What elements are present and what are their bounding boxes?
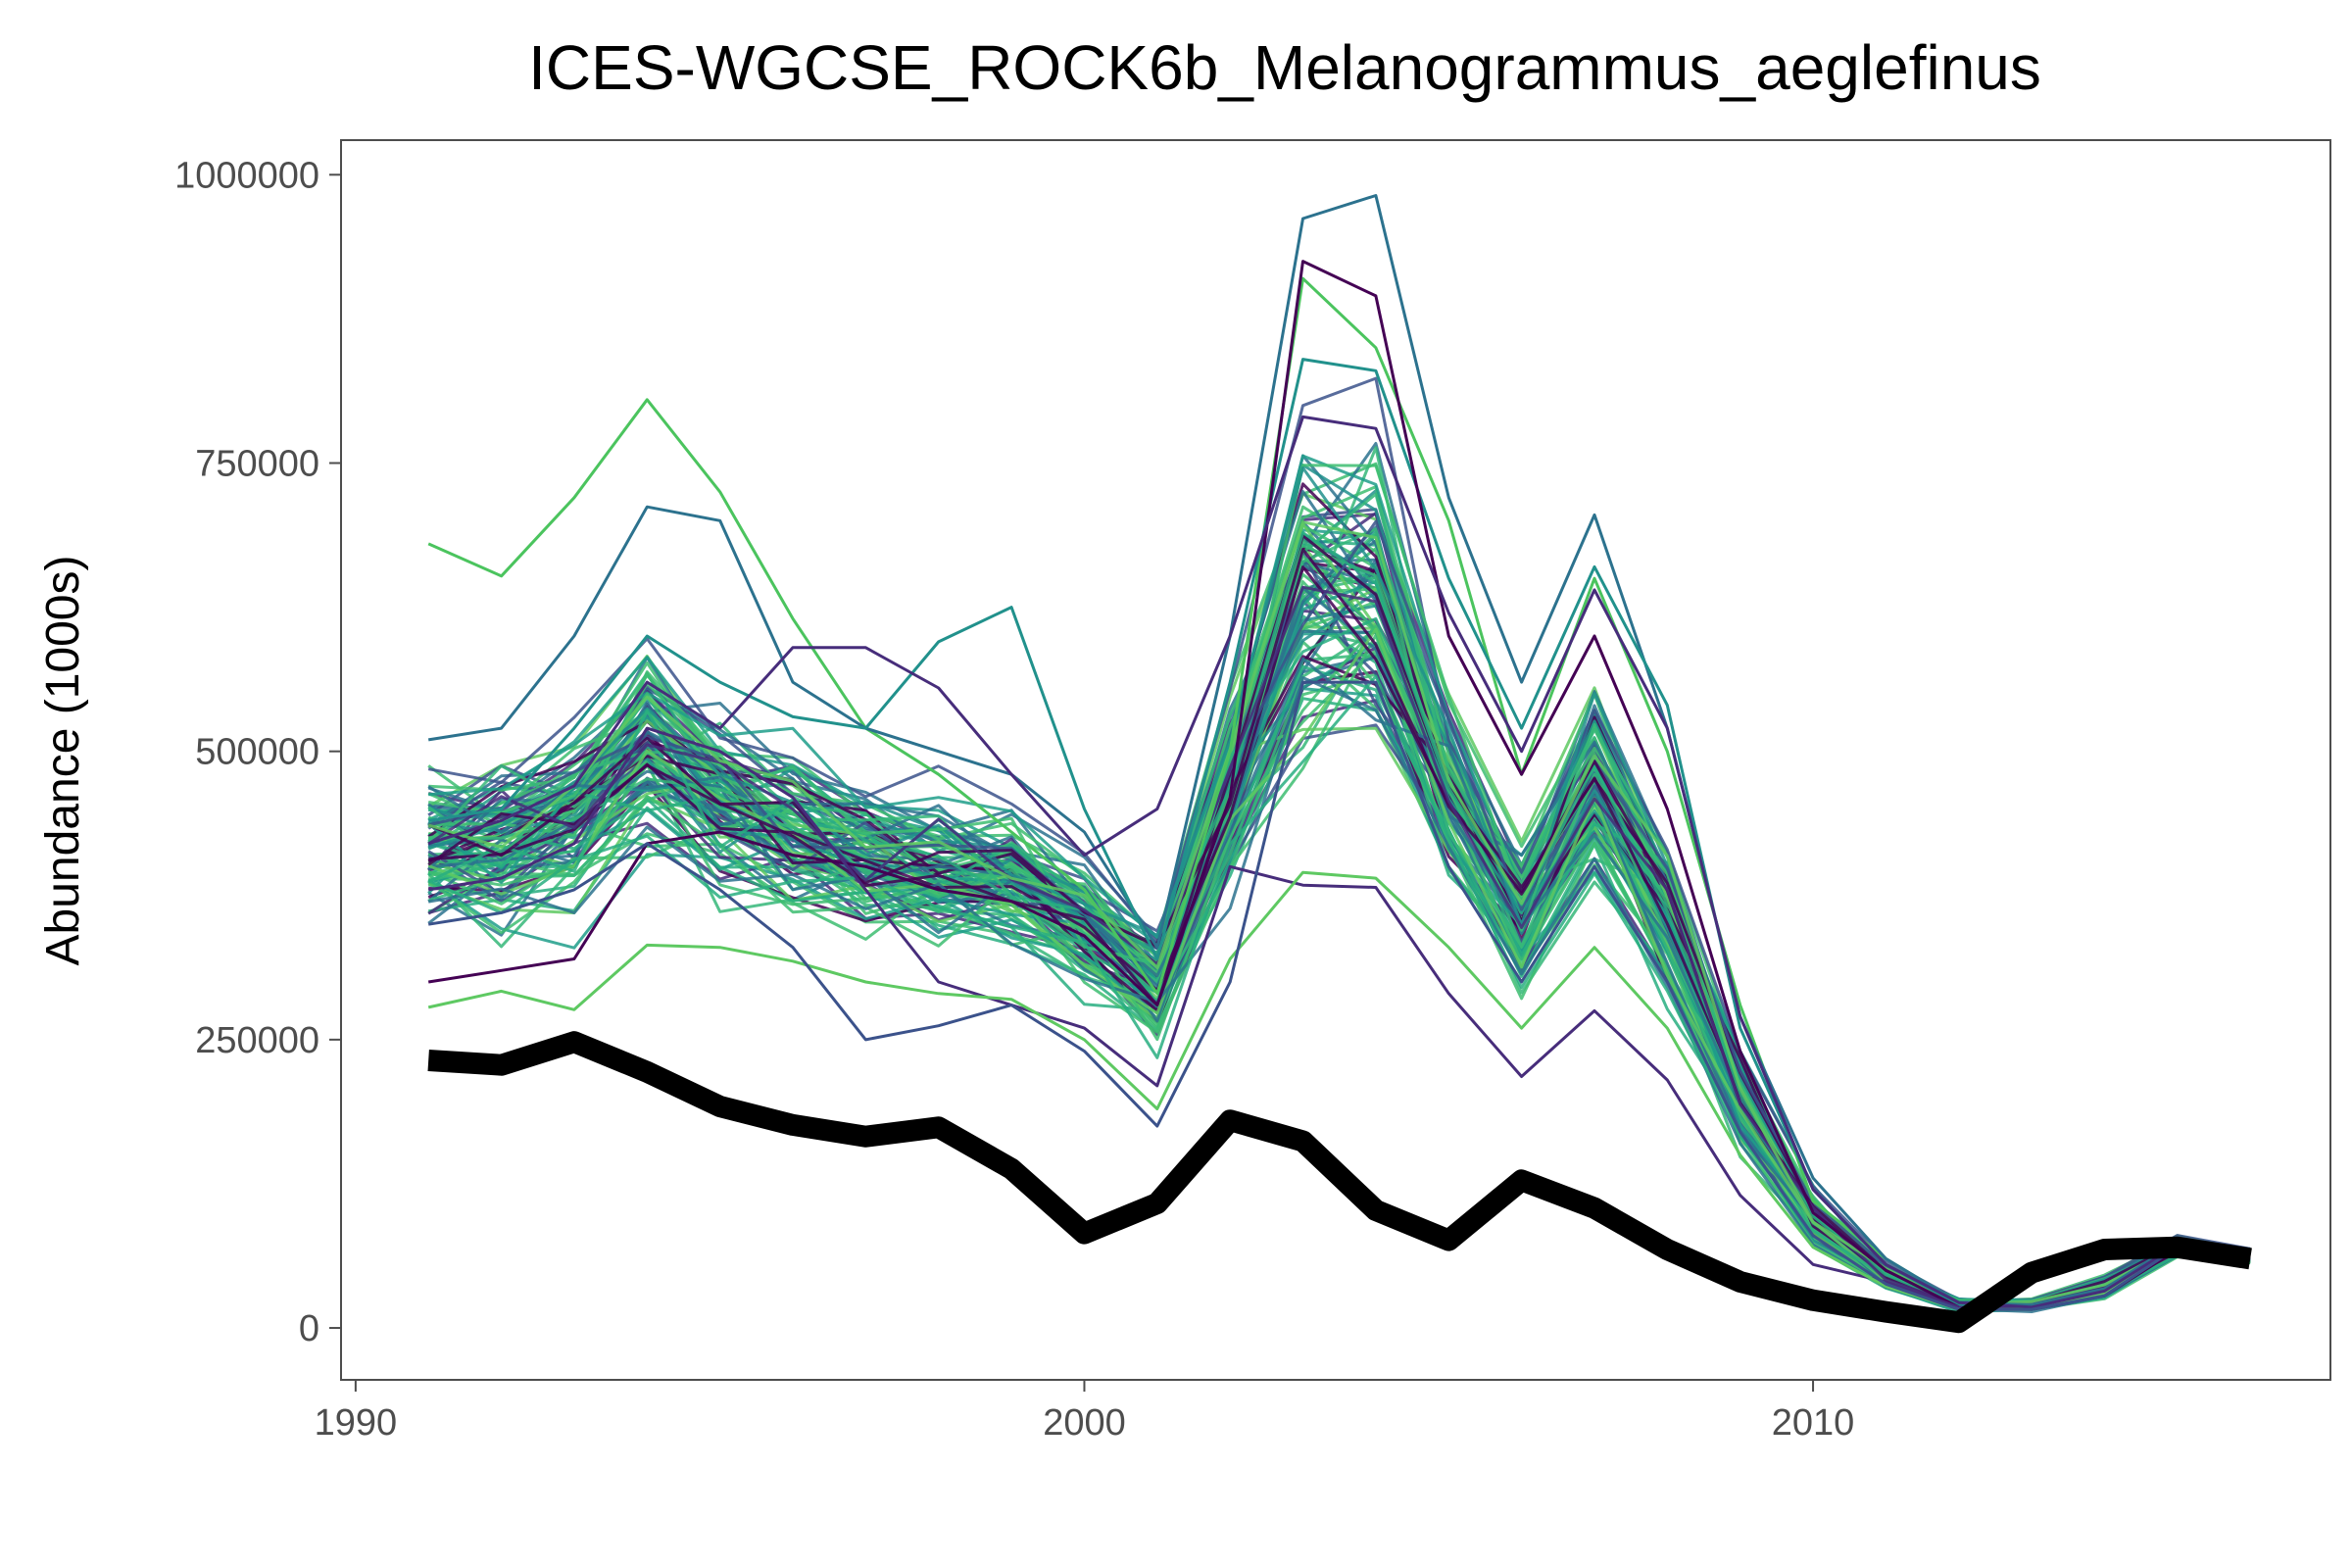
y-tick-label: 500000 xyxy=(195,732,319,773)
ensemble-series-line xyxy=(427,604,2251,1306)
highlighted-series-line xyxy=(427,726,2251,1310)
reference-series-group xyxy=(427,1031,2252,1334)
x-tick-label: 1990 xyxy=(315,1402,398,1444)
highlighted-series-line xyxy=(427,358,2251,1309)
x-tick-label: 2000 xyxy=(1043,1402,1126,1444)
y-axis-title: Abundance (1000s) xyxy=(37,556,89,966)
ensemble-series-line xyxy=(428,544,2251,1307)
plot-panel-border xyxy=(340,139,2331,1381)
ensemble-series-line xyxy=(427,687,2251,1314)
y-tick-label: 250000 xyxy=(195,1020,319,1061)
highlighted-series-group xyxy=(427,194,2251,1311)
ensemble-series-line xyxy=(427,546,2251,1306)
ensemble-series-line xyxy=(428,539,2251,1308)
y-tick-label: 750000 xyxy=(195,443,319,484)
y-axis: 0 250000 500000 750000 1000000 xyxy=(174,155,341,1349)
y-tick-label: 0 xyxy=(299,1308,319,1349)
ensemble-series-line xyxy=(427,600,2251,1310)
reference-series-line xyxy=(427,1031,2252,1334)
x-tick-label: 2010 xyxy=(1772,1402,1855,1444)
ensemble-series-line xyxy=(428,547,2251,1307)
chart-title: ICES-WGCSE_ROCK6b_Melanogrammus_aeglefin… xyxy=(528,32,2041,103)
ensemble-series-line xyxy=(427,533,2251,1311)
highlighted-series-line xyxy=(427,415,2251,1309)
highlighted-series-line xyxy=(427,680,2251,1311)
y-tick-label: 1000000 xyxy=(174,155,319,196)
highlighted-series-line xyxy=(427,260,2251,1311)
x-axis: 1990 2000 2010 xyxy=(315,1380,1855,1444)
